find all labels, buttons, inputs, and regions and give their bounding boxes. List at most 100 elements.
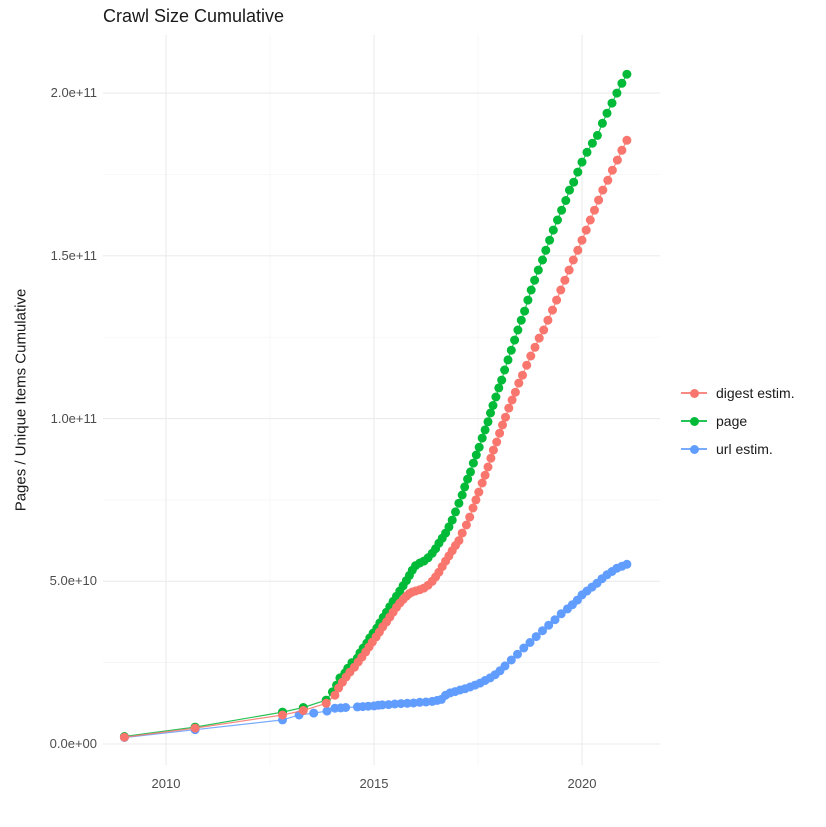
data-point-url-estim- xyxy=(506,655,516,665)
data-point-digest-estim- xyxy=(543,315,553,325)
data-point-url-estim- xyxy=(341,703,351,712)
data-point-digest-estim- xyxy=(564,265,574,275)
data-point-page xyxy=(457,490,467,500)
legend-key-dot xyxy=(689,416,699,426)
data-point-page xyxy=(538,255,547,265)
data-point-digest-estim- xyxy=(468,503,478,513)
data-point-digest-estim- xyxy=(568,255,578,265)
data-point-page xyxy=(597,118,607,128)
legend-item: url estim. xyxy=(681,435,795,463)
data-point-digest-estim- xyxy=(585,215,595,225)
data-point-digest-estim- xyxy=(514,378,524,388)
data-point-url-estim- xyxy=(322,706,332,716)
data-point-page xyxy=(561,196,571,205)
data-point-digest-estim- xyxy=(590,205,599,215)
data-point-page xyxy=(500,365,510,375)
data-point-page xyxy=(533,265,543,275)
data-point-url-estim- xyxy=(525,638,535,647)
data-point-digest-estim- xyxy=(504,403,514,413)
data-point-digest-estim- xyxy=(457,528,467,538)
y-tick-label: 2.0e+11 xyxy=(50,85,97,101)
data-point-page xyxy=(569,177,579,187)
data-point-digest-estim- xyxy=(298,706,308,715)
data-point-page xyxy=(541,245,551,255)
legend-key-icon xyxy=(681,412,707,430)
data-point-page xyxy=(468,458,478,468)
y-axis-title: Pages / Unique Items Cumulative xyxy=(12,288,30,512)
data-point-digest-estim- xyxy=(548,305,557,315)
x-tick-label: 2020 xyxy=(567,776,597,791)
legend-key-icon xyxy=(681,384,707,402)
data-point-digest-estim- xyxy=(530,342,540,352)
data-point-digest-estim- xyxy=(488,445,498,455)
data-point-digest-estim- xyxy=(522,360,532,370)
data-point-url-estim- xyxy=(544,620,554,630)
data-point-page xyxy=(497,375,507,385)
data-point-page xyxy=(451,507,460,517)
data-point-url-estim- xyxy=(309,708,319,718)
data-point-digest-estim- xyxy=(492,437,502,447)
data-point-page xyxy=(582,147,592,157)
data-point-url-estim- xyxy=(622,559,632,569)
data-point-page xyxy=(488,401,498,410)
legend-item: digest estim. xyxy=(681,379,795,407)
data-point-page xyxy=(553,215,562,225)
data-point-digest-estim- xyxy=(622,135,632,145)
data-point-digest-estim- xyxy=(465,512,475,522)
data-point-digest-estim- xyxy=(498,420,507,430)
data-point-digest-estim- xyxy=(454,536,464,546)
series-line-url-estim- xyxy=(124,563,628,739)
data-point-page xyxy=(447,515,457,525)
data-point-page xyxy=(573,167,583,177)
legend-label: url estim. xyxy=(716,441,773,457)
data-point-digest-estim- xyxy=(190,723,200,733)
legend-label: digest estim. xyxy=(716,385,795,401)
y-tick-label: 5.0e+10 xyxy=(49,573,97,589)
data-point-digest-estim- xyxy=(501,412,510,422)
data-point-page xyxy=(516,315,526,325)
data-point-page xyxy=(471,450,481,460)
data-point-page xyxy=(612,88,622,98)
data-point-digest-estim- xyxy=(598,185,608,195)
data-point-digest-estim- xyxy=(330,690,340,700)
data-point-digest-estim- xyxy=(603,175,613,185)
data-point-digest-estim- xyxy=(552,295,562,305)
data-point-page xyxy=(494,383,504,393)
data-point-page xyxy=(491,392,501,402)
data-point-page xyxy=(483,417,493,427)
data-point-digest-estim- xyxy=(534,333,544,343)
data-point-page xyxy=(520,306,530,316)
legend-key-icon xyxy=(681,440,707,458)
data-point-page xyxy=(503,355,513,365)
data-point-url-estim- xyxy=(538,626,547,636)
data-point-page xyxy=(454,498,464,508)
data-point-digest-estim- xyxy=(321,698,331,708)
legend-item: page xyxy=(681,407,795,435)
data-point-digest-estim- xyxy=(577,235,587,245)
y-tick-label: 0.0e+00 xyxy=(49,736,97,751)
data-point-url-estim- xyxy=(556,609,566,619)
data-point-page xyxy=(592,130,602,140)
data-point-page xyxy=(466,467,475,477)
data-point-page xyxy=(602,108,612,118)
data-point-digest-estim- xyxy=(526,351,536,361)
data-point-digest-estim- xyxy=(278,710,287,720)
data-point-url-estim- xyxy=(500,661,510,671)
data-point-url-estim- xyxy=(531,632,541,642)
data-point-digest-estim- xyxy=(495,428,505,438)
data-point-digest-estim- xyxy=(573,245,583,255)
data-point-page xyxy=(480,425,490,435)
data-point-digest-estim- xyxy=(474,487,484,497)
y-tick-label: 1.5e+11 xyxy=(50,247,97,263)
x-tick-label: 2015 xyxy=(359,776,389,791)
data-point-page xyxy=(577,157,587,167)
data-point-page xyxy=(622,69,632,79)
legend-key-dot xyxy=(689,388,699,398)
y-tick-label: 1.0e+11 xyxy=(50,410,97,426)
x-tick-label: 2010 xyxy=(151,776,181,791)
data-point-url-estim- xyxy=(550,615,560,625)
legend: digest estim. page url estim. xyxy=(681,379,795,463)
data-point-digest-estim- xyxy=(607,165,617,175)
data-point-page xyxy=(607,98,617,108)
